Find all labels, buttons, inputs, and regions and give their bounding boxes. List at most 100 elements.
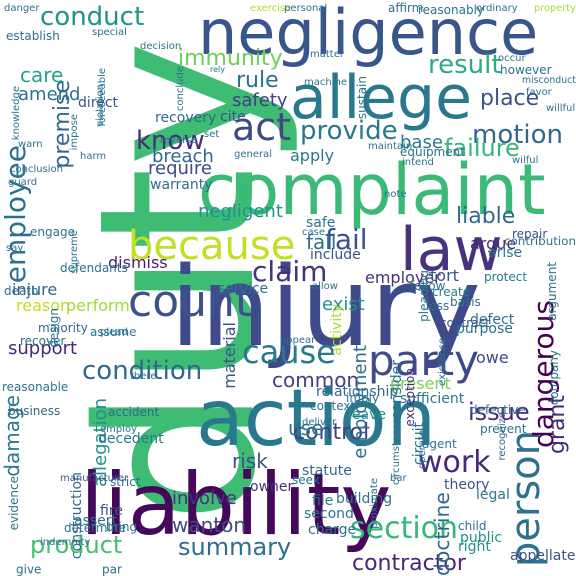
word-create: create	[432, 285, 471, 299]
word-injure: injure	[12, 280, 58, 299]
word-direct: direct	[78, 95, 119, 111]
word-reason: reason	[16, 296, 71, 315]
word-indemnity: indemnity	[40, 537, 91, 548]
word-occur: occur	[498, 53, 526, 64]
word-statute: statute	[302, 463, 352, 479]
word-say: say	[6, 243, 24, 254]
word-proximate: proximate	[369, 477, 380, 529]
word-loss: loss	[426, 299, 450, 313]
word-employer: employer	[365, 268, 441, 287]
word-bar: bar	[390, 473, 407, 484]
word-party: party	[368, 336, 479, 385]
word-child: child	[458, 519, 487, 533]
word-exception: exception	[403, 367, 417, 427]
word-sufficient: sufficient	[400, 391, 465, 407]
word-supreme: supreme	[69, 229, 80, 274]
word-bring: bring	[106, 520, 138, 534]
word-immunity: immunity	[178, 46, 283, 71]
word-relationship: relationship	[316, 384, 399, 400]
word-recover: recover	[20, 334, 66, 348]
word-manufacturer: manufacturer	[60, 473, 129, 484]
word-establish: establish	[6, 29, 60, 43]
word-defect: defect	[470, 312, 515, 328]
word-follow: follow	[410, 279, 446, 293]
word-maintain: maintain	[368, 141, 413, 152]
word-conclusion: conclusion	[10, 164, 64, 175]
word-dismiss: dismiss	[108, 253, 168, 272]
word-activity: activity	[329, 303, 345, 356]
word-operate: operate	[417, 429, 428, 469]
word-danger: danger	[4, 3, 40, 14]
word-assume: assume	[90, 325, 137, 339]
word-exist: exist	[322, 294, 365, 315]
word-context: context	[310, 399, 356, 413]
word-perform: perform	[66, 296, 130, 315]
word-support: support	[8, 338, 78, 359]
word-general: general	[234, 149, 273, 160]
word-machine: machine	[304, 77, 347, 88]
word-guard: guard	[8, 177, 38, 188]
word-special: special	[92, 27, 127, 38]
word-contract: contract	[440, 316, 490, 330]
word-misconduct: misconduct	[522, 75, 576, 86]
word-violation: violation	[95, 83, 106, 127]
word-however: however	[500, 63, 552, 77]
word-allege: allege	[290, 63, 473, 133]
word-contractor: contractor	[352, 550, 466, 576]
word-conduct: conduct	[40, 2, 145, 32]
word-require: require	[148, 158, 212, 179]
word-exercise: exercise	[250, 3, 292, 14]
word-amend: amend	[18, 84, 81, 105]
word-rule: rule	[236, 68, 279, 93]
word-prevent: prevent	[480, 422, 527, 436]
word-assert: assert	[74, 513, 118, 529]
word-appear: appear	[280, 335, 316, 346]
word-condition: condition	[82, 356, 203, 386]
word-law: law	[400, 215, 503, 285]
word-provide: provide	[300, 116, 398, 146]
word-case: case	[302, 227, 325, 238]
word-knowledge: knowledge	[11, 85, 22, 141]
word-circumstance: circumstance	[391, 417, 402, 485]
word-file: file	[312, 493, 334, 509]
word-equipment: equipment	[400, 145, 465, 159]
word-intend: intend	[402, 157, 434, 168]
word-allow: allow	[312, 281, 338, 292]
word-summary: summary	[178, 533, 292, 561]
word-motion: motion	[472, 120, 564, 150]
word-conclude: conclude	[175, 65, 186, 112]
word-personal: personal	[284, 3, 328, 14]
word-work: work	[418, 445, 491, 480]
word-use: use	[288, 416, 324, 440]
word-know: know	[136, 126, 205, 156]
word-service: service	[218, 281, 269, 297]
word-claim: claim	[252, 255, 328, 288]
word-reasonable: reasonable	[2, 380, 69, 394]
word-liability: liability	[80, 455, 392, 555]
word-place: place	[480, 86, 540, 111]
word-warranty: warranty	[150, 177, 213, 193]
word-injury: injury	[170, 243, 481, 371]
word-recovery: recovery	[155, 110, 217, 126]
word-consider: consider	[389, 359, 405, 420]
word-right: right	[458, 539, 491, 555]
word-evidence: evidence	[7, 475, 21, 531]
word-risk: risk	[232, 449, 268, 473]
word-breach: breach	[152, 146, 214, 167]
word-set: set	[204, 129, 220, 140]
word-protect: protect	[484, 270, 528, 284]
word-business: business	[8, 404, 61, 418]
word-control: control	[293, 420, 370, 445]
word-include: include	[310, 247, 361, 263]
word-issue: issue	[468, 398, 530, 426]
word-existence: existence	[437, 337, 448, 386]
word-property: property	[534, 3, 576, 14]
word-because: because	[128, 223, 296, 269]
word-employ: employ	[100, 424, 138, 435]
word-warn: warn	[18, 139, 43, 150]
word-material: material	[220, 322, 239, 389]
word-favor: favor	[526, 87, 552, 98]
word-accident: accident	[108, 405, 160, 419]
word-sustain: sustain	[355, 75, 369, 120]
word-agent: agent	[422, 437, 457, 451]
